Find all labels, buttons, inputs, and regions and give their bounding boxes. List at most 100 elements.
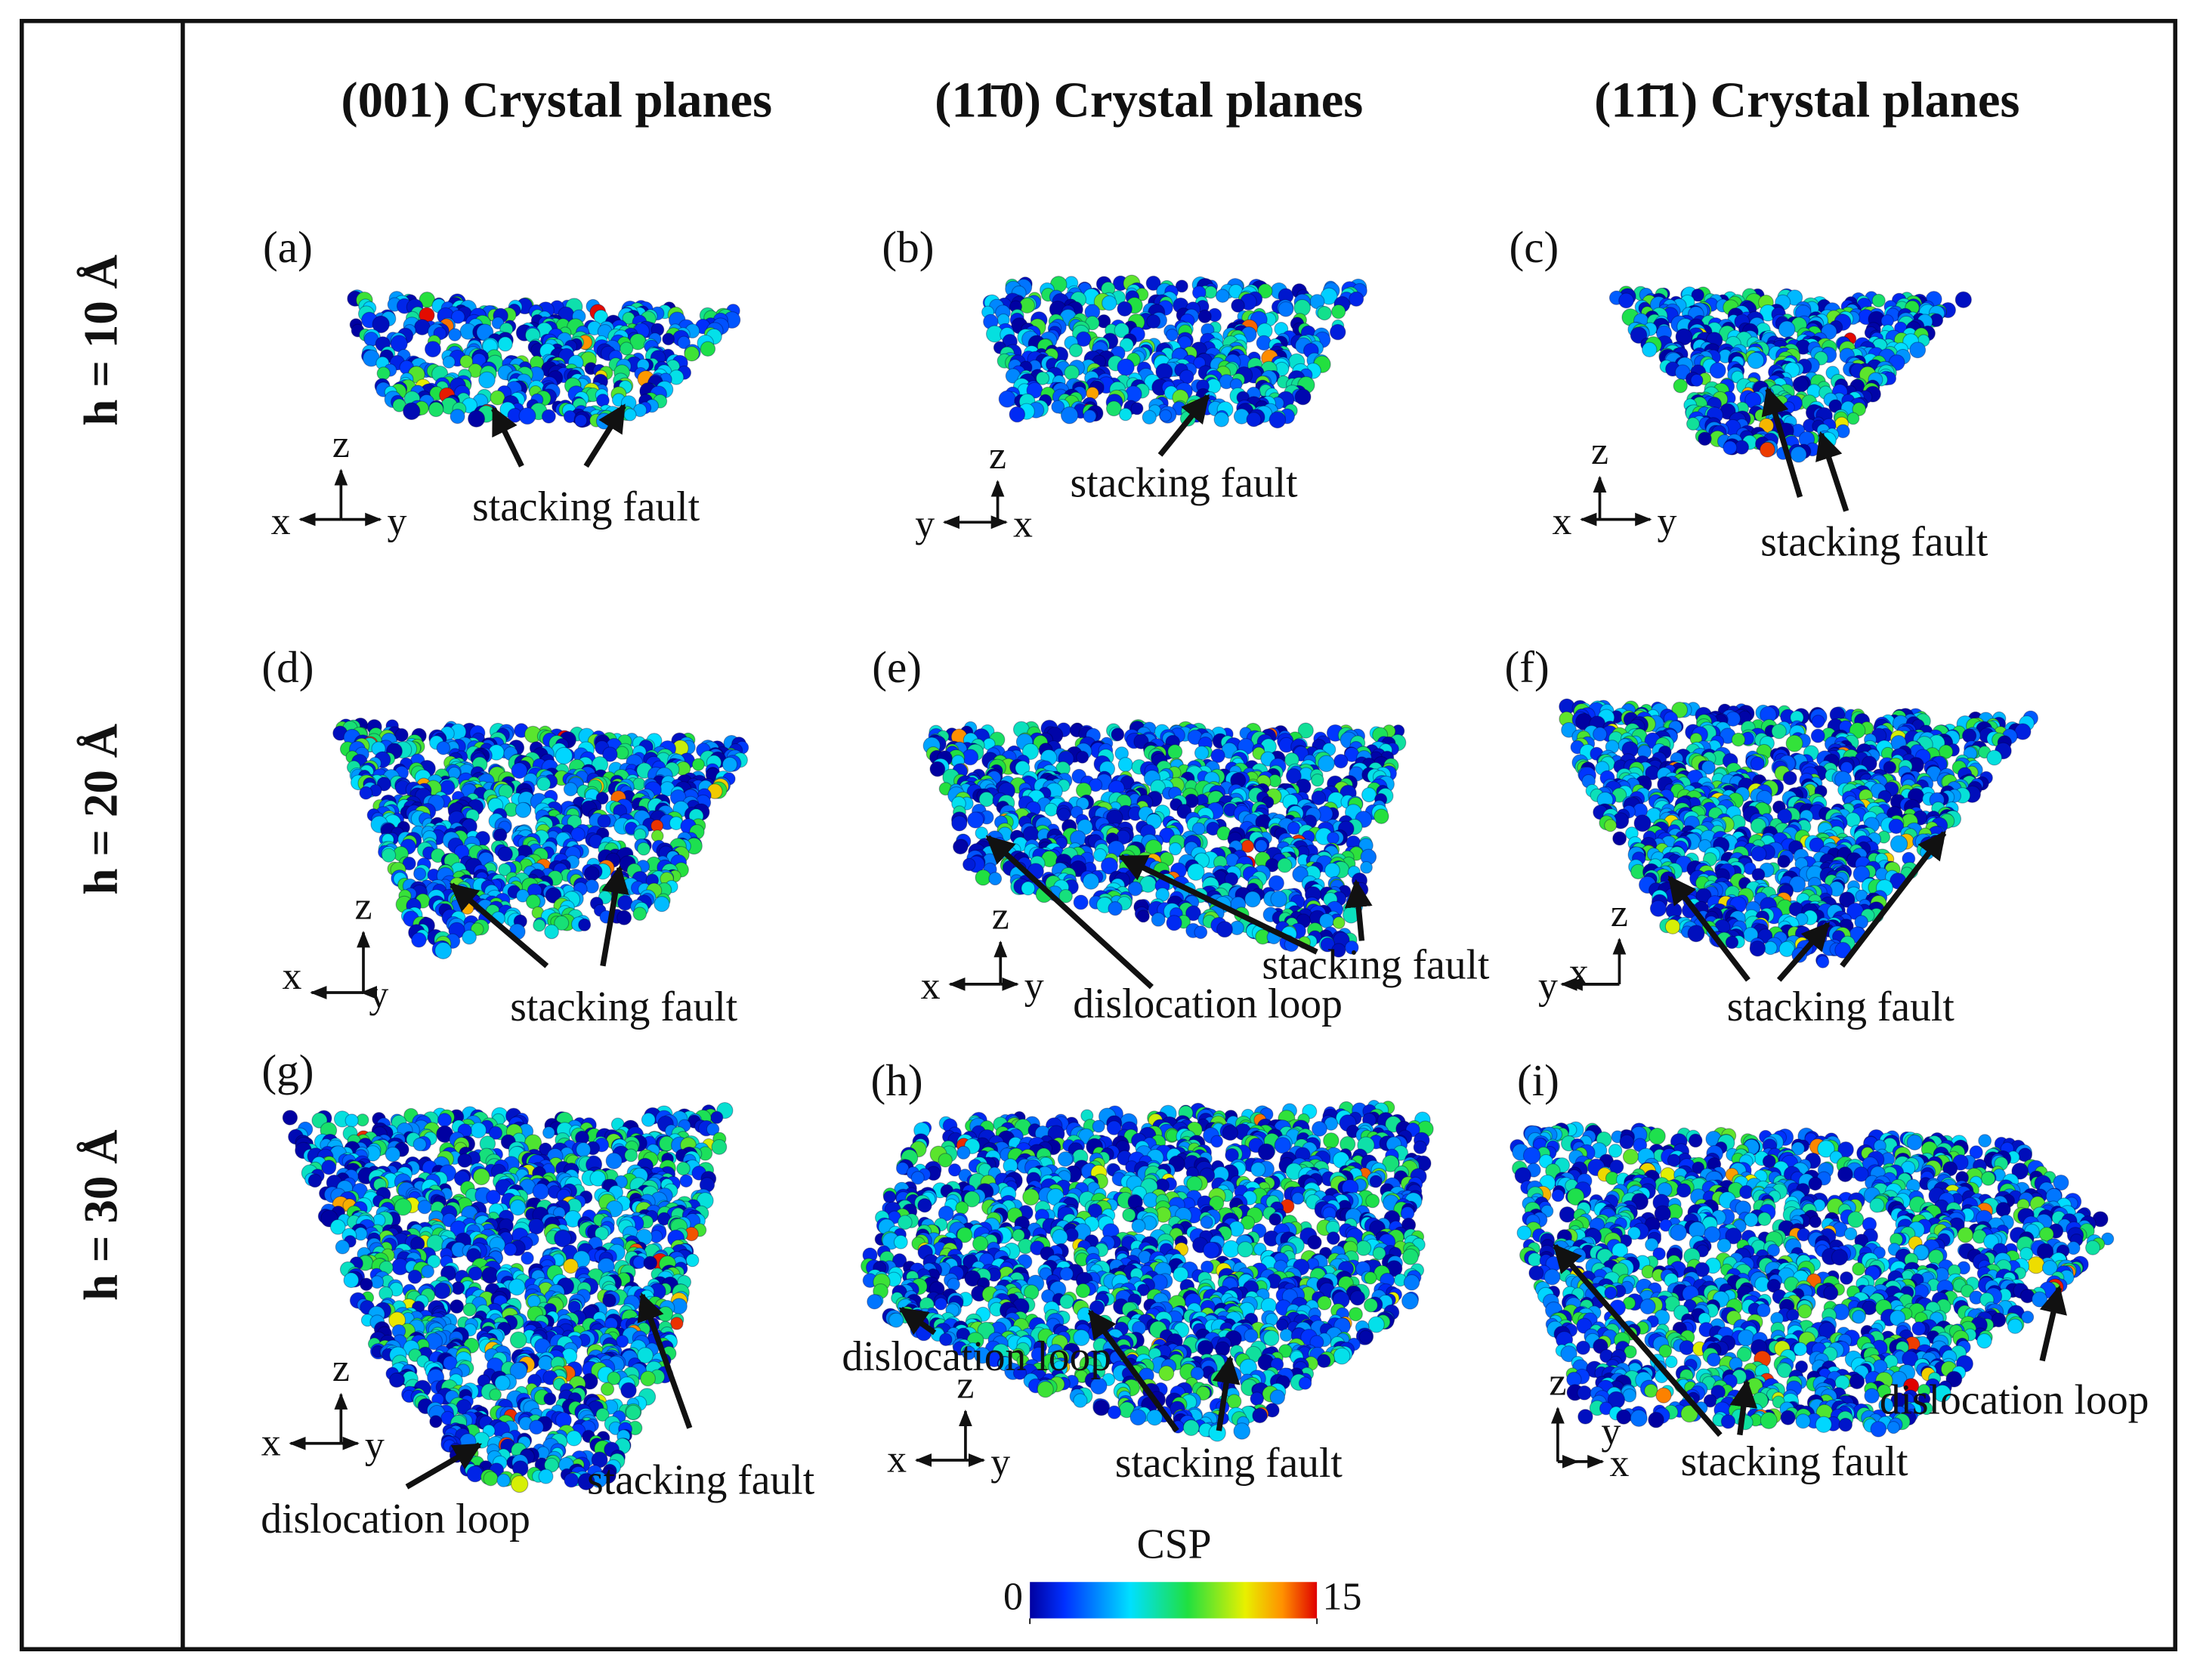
atom bbox=[605, 1152, 623, 1169]
atom bbox=[1785, 734, 1803, 752]
atom bbox=[1751, 868, 1766, 882]
atom bbox=[472, 1168, 490, 1186]
atom bbox=[1166, 915, 1182, 931]
atom bbox=[632, 906, 647, 921]
atom bbox=[1750, 845, 1767, 862]
atom bbox=[1204, 286, 1218, 299]
atom bbox=[1698, 431, 1712, 446]
atom bbox=[1810, 728, 1825, 743]
atom bbox=[1287, 821, 1301, 835]
atom bbox=[411, 932, 427, 948]
atom bbox=[497, 336, 513, 352]
atom bbox=[641, 1112, 656, 1127]
atom bbox=[1333, 754, 1349, 769]
atom bbox=[1064, 365, 1080, 381]
atom bbox=[541, 409, 556, 424]
atom bbox=[975, 869, 992, 886]
atom bbox=[1686, 417, 1700, 431]
atom bbox=[1060, 406, 1079, 425]
atom bbox=[953, 838, 969, 855]
atom bbox=[1073, 894, 1089, 910]
atom bbox=[457, 1153, 472, 1168]
atom bbox=[1816, 955, 1830, 968]
atom bbox=[676, 1161, 691, 1176]
atom bbox=[532, 1183, 549, 1200]
atom bbox=[413, 1137, 427, 1151]
atom bbox=[1057, 808, 1071, 822]
atom bbox=[376, 366, 391, 381]
atom bbox=[321, 1160, 337, 1175]
atom bbox=[583, 866, 600, 882]
atom bbox=[722, 756, 738, 773]
atom bbox=[493, 828, 508, 842]
atom bbox=[1311, 773, 1324, 787]
atom bbox=[1747, 351, 1765, 369]
atom bbox=[1108, 900, 1123, 916]
atom bbox=[574, 414, 588, 428]
atom bbox=[620, 341, 634, 356]
atom bbox=[975, 826, 988, 840]
atom bbox=[1117, 301, 1132, 317]
atom bbox=[1759, 441, 1775, 458]
atom bbox=[700, 341, 716, 357]
atom bbox=[988, 872, 1003, 886]
atom bbox=[1777, 854, 1791, 869]
atom bbox=[1136, 909, 1150, 923]
atom bbox=[711, 1139, 728, 1155]
atom bbox=[1246, 412, 1262, 428]
atom bbox=[1374, 808, 1389, 824]
atom bbox=[436, 740, 451, 755]
atom bbox=[1216, 921, 1233, 938]
atom bbox=[1270, 890, 1288, 908]
atom bbox=[518, 407, 536, 425]
atom bbox=[1318, 913, 1334, 928]
atom bbox=[1213, 412, 1229, 428]
atom bbox=[442, 355, 456, 369]
atom bbox=[1792, 376, 1809, 393]
atom bbox=[1790, 446, 1807, 463]
atom bbox=[1731, 732, 1746, 747]
atom bbox=[424, 341, 441, 358]
atom bbox=[450, 409, 465, 425]
atom bbox=[1673, 378, 1688, 394]
atom bbox=[1254, 839, 1268, 853]
atom bbox=[403, 402, 421, 421]
atom bbox=[998, 390, 1016, 408]
atom bbox=[1009, 406, 1026, 423]
atom bbox=[597, 814, 611, 829]
atom bbox=[1102, 295, 1117, 311]
atom bbox=[1986, 749, 2003, 766]
atom bbox=[1846, 412, 1860, 425]
atom bbox=[1811, 715, 1825, 728]
atom bbox=[497, 846, 513, 862]
atom bbox=[593, 309, 608, 325]
atom bbox=[1690, 373, 1704, 387]
atom bbox=[1194, 746, 1210, 761]
atom bbox=[1130, 402, 1144, 415]
atom bbox=[576, 1141, 592, 1157]
atom bbox=[1277, 857, 1293, 873]
atom bbox=[555, 746, 573, 765]
atom bbox=[1083, 409, 1097, 423]
atom bbox=[710, 1110, 724, 1124]
atom bbox=[1331, 304, 1346, 320]
atom bbox=[1954, 291, 1972, 308]
atom bbox=[654, 896, 670, 913]
atom bbox=[1723, 440, 1738, 456]
atom bbox=[1142, 409, 1157, 425]
atom bbox=[1349, 291, 1364, 307]
atom bbox=[536, 777, 552, 792]
atom bbox=[542, 1126, 555, 1139]
atom bbox=[1771, 723, 1787, 740]
atom bbox=[434, 941, 453, 959]
atom bbox=[1604, 819, 1618, 832]
atom bbox=[1268, 411, 1287, 429]
atom bbox=[448, 328, 462, 341]
atom bbox=[1593, 727, 1608, 742]
atom bbox=[623, 408, 637, 422]
atom bbox=[359, 786, 373, 800]
atom bbox=[691, 758, 705, 771]
atom bbox=[1890, 835, 1908, 853]
atom bbox=[1278, 301, 1294, 317]
